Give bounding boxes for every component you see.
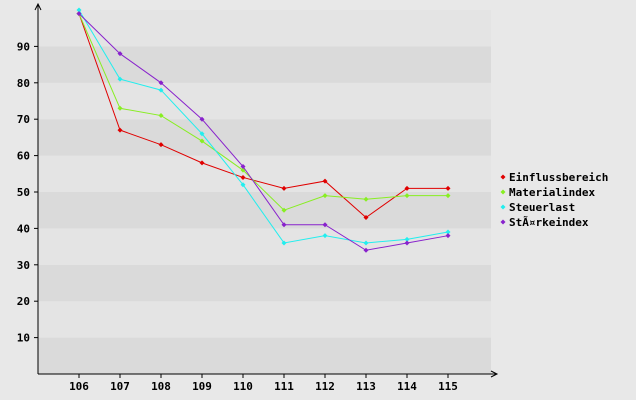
plot-band xyxy=(38,228,491,265)
data-point xyxy=(117,127,123,133)
y-tick-label: 20 xyxy=(17,295,30,308)
plot-band xyxy=(38,264,491,302)
legend-label: Einflussbereich xyxy=(509,171,608,184)
series-line xyxy=(78,9,449,244)
data-point xyxy=(363,196,369,202)
legend: Einflussbereich Materialindex Steuerlast St… xyxy=(500,171,608,229)
data-point xyxy=(76,7,82,13)
data-point xyxy=(363,247,369,253)
plot-band xyxy=(38,155,491,192)
x-tick-label: 108 xyxy=(151,380,171,393)
data-point xyxy=(404,236,410,242)
y-tick-label: 50 xyxy=(17,186,30,199)
data-point xyxy=(281,240,287,246)
data-point xyxy=(281,222,287,228)
plot-band xyxy=(38,82,491,120)
data-point xyxy=(199,116,205,122)
y-tick-label: 60 xyxy=(17,150,30,163)
legend-label: StÃ¤rkeindex xyxy=(509,216,589,229)
data-point xyxy=(281,207,287,213)
plot-band xyxy=(38,46,491,83)
x-axis-arrow xyxy=(490,370,499,378)
plot-band xyxy=(38,301,491,338)
y-axis-ticks: 10 20 30 40 50 60 70 80 90 xyxy=(17,40,38,345)
data-point xyxy=(322,222,328,228)
data-point xyxy=(76,11,82,17)
data-point xyxy=(158,87,164,93)
data-point xyxy=(199,160,205,166)
legend-marker xyxy=(500,204,506,210)
data-point xyxy=(445,229,451,235)
legend-item: Materialindex xyxy=(500,186,595,199)
data-point xyxy=(322,178,328,184)
data-point xyxy=(322,193,328,199)
data-point xyxy=(158,80,164,86)
legend-label: Steuerlast xyxy=(509,201,575,214)
data-point xyxy=(117,51,123,57)
data-point xyxy=(158,113,164,119)
series-0 xyxy=(76,11,451,220)
data-point xyxy=(404,240,410,246)
x-tick-label: 106 xyxy=(69,380,89,393)
y-tick-label: 40 xyxy=(17,222,30,235)
x-tick-label: 114 xyxy=(397,380,417,393)
data-point xyxy=(445,233,451,239)
data-point xyxy=(363,214,369,220)
legend-item: StÃ¤rkeindex xyxy=(500,216,589,229)
data-point xyxy=(445,185,451,191)
data-point xyxy=(240,182,246,188)
data-point xyxy=(240,174,246,180)
plot-background-bands xyxy=(38,10,491,374)
data-point xyxy=(445,193,451,199)
y-tick-label: 90 xyxy=(17,40,30,53)
x-axis-ticks: 106 107 108 109 110 111 112 113 114 115 xyxy=(69,374,458,393)
data-point xyxy=(404,185,410,191)
plot-band xyxy=(38,337,491,374)
data-point xyxy=(199,131,205,137)
x-tick-label: 109 xyxy=(192,380,212,393)
legend-marker xyxy=(500,219,506,225)
series-3 xyxy=(76,11,451,253)
y-tick-label: 30 xyxy=(17,259,30,272)
data-point xyxy=(322,233,328,239)
plot-band xyxy=(38,10,491,47)
x-tick-label: 113 xyxy=(356,380,376,393)
x-tick-label: 110 xyxy=(233,380,253,393)
data-point xyxy=(117,105,123,111)
data-point xyxy=(117,76,123,82)
legend-item: Einflussbereich xyxy=(500,171,608,184)
series-line xyxy=(78,13,448,219)
y-axis-arrow xyxy=(34,2,42,11)
y-tick-label: 80 xyxy=(17,77,30,90)
y-tick-label: 10 xyxy=(17,332,30,345)
data-point xyxy=(404,193,410,199)
legend-marker xyxy=(500,174,506,180)
x-tick-label: 111 xyxy=(274,380,294,393)
series-2 xyxy=(76,7,451,246)
series-lines xyxy=(76,7,451,253)
legend-marker xyxy=(500,189,506,195)
axes xyxy=(34,2,499,378)
data-point xyxy=(363,240,369,246)
y-tick-label: 70 xyxy=(17,113,30,126)
data-point xyxy=(281,185,287,191)
legend-item: Steuerlast xyxy=(500,201,575,214)
x-tick-label: 107 xyxy=(110,380,130,393)
x-tick-label: 115 xyxy=(438,380,458,393)
series-line xyxy=(78,13,449,251)
data-point xyxy=(199,138,205,144)
plot-band xyxy=(38,192,491,229)
plot-band xyxy=(38,119,491,156)
x-tick-label: 112 xyxy=(315,380,335,393)
data-point xyxy=(240,164,246,170)
legend-label: Materialindex xyxy=(509,186,595,199)
series-line xyxy=(78,13,448,211)
data-point xyxy=(158,142,164,148)
